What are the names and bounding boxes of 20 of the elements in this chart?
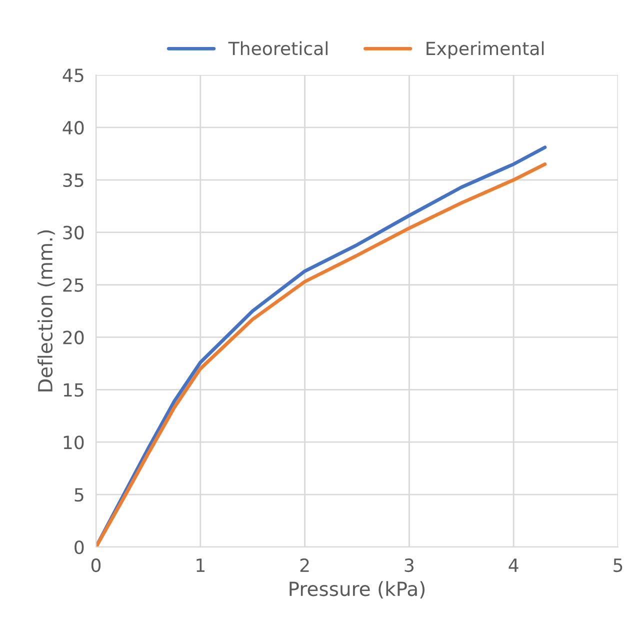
x-tick-label: 0	[91, 558, 101, 572]
y-tick-label: 0	[74, 540, 84, 554]
y-tick-label: 35	[63, 173, 84, 188]
legend-label: Experimental	[426, 41, 544, 59]
y-tick-label: 30	[63, 226, 84, 240]
y-tick-label: 15	[64, 383, 84, 397]
x-tick-label: 3	[404, 558, 414, 572]
y-tick-label: 40	[62, 120, 84, 135]
legend-label: Theoretical	[228, 41, 328, 56]
y-tick-label: 5	[74, 488, 84, 502]
y-tick-label: 20	[63, 330, 84, 344]
x-tick-label: 4	[508, 558, 518, 572]
x-tick-label: 1	[196, 558, 204, 572]
x-tick-label: 5	[614, 558, 622, 572]
y-tick-label: 25	[63, 278, 84, 292]
y-axis-title: Deflection (mm.)	[38, 230, 55, 392]
y-tick-label: 45	[62, 68, 84, 82]
x-tick-label: 2	[300, 558, 309, 572]
y-tick-label: 10	[64, 436, 84, 450]
x-axis-title: Pressure (kPa)	[290, 581, 425, 598]
